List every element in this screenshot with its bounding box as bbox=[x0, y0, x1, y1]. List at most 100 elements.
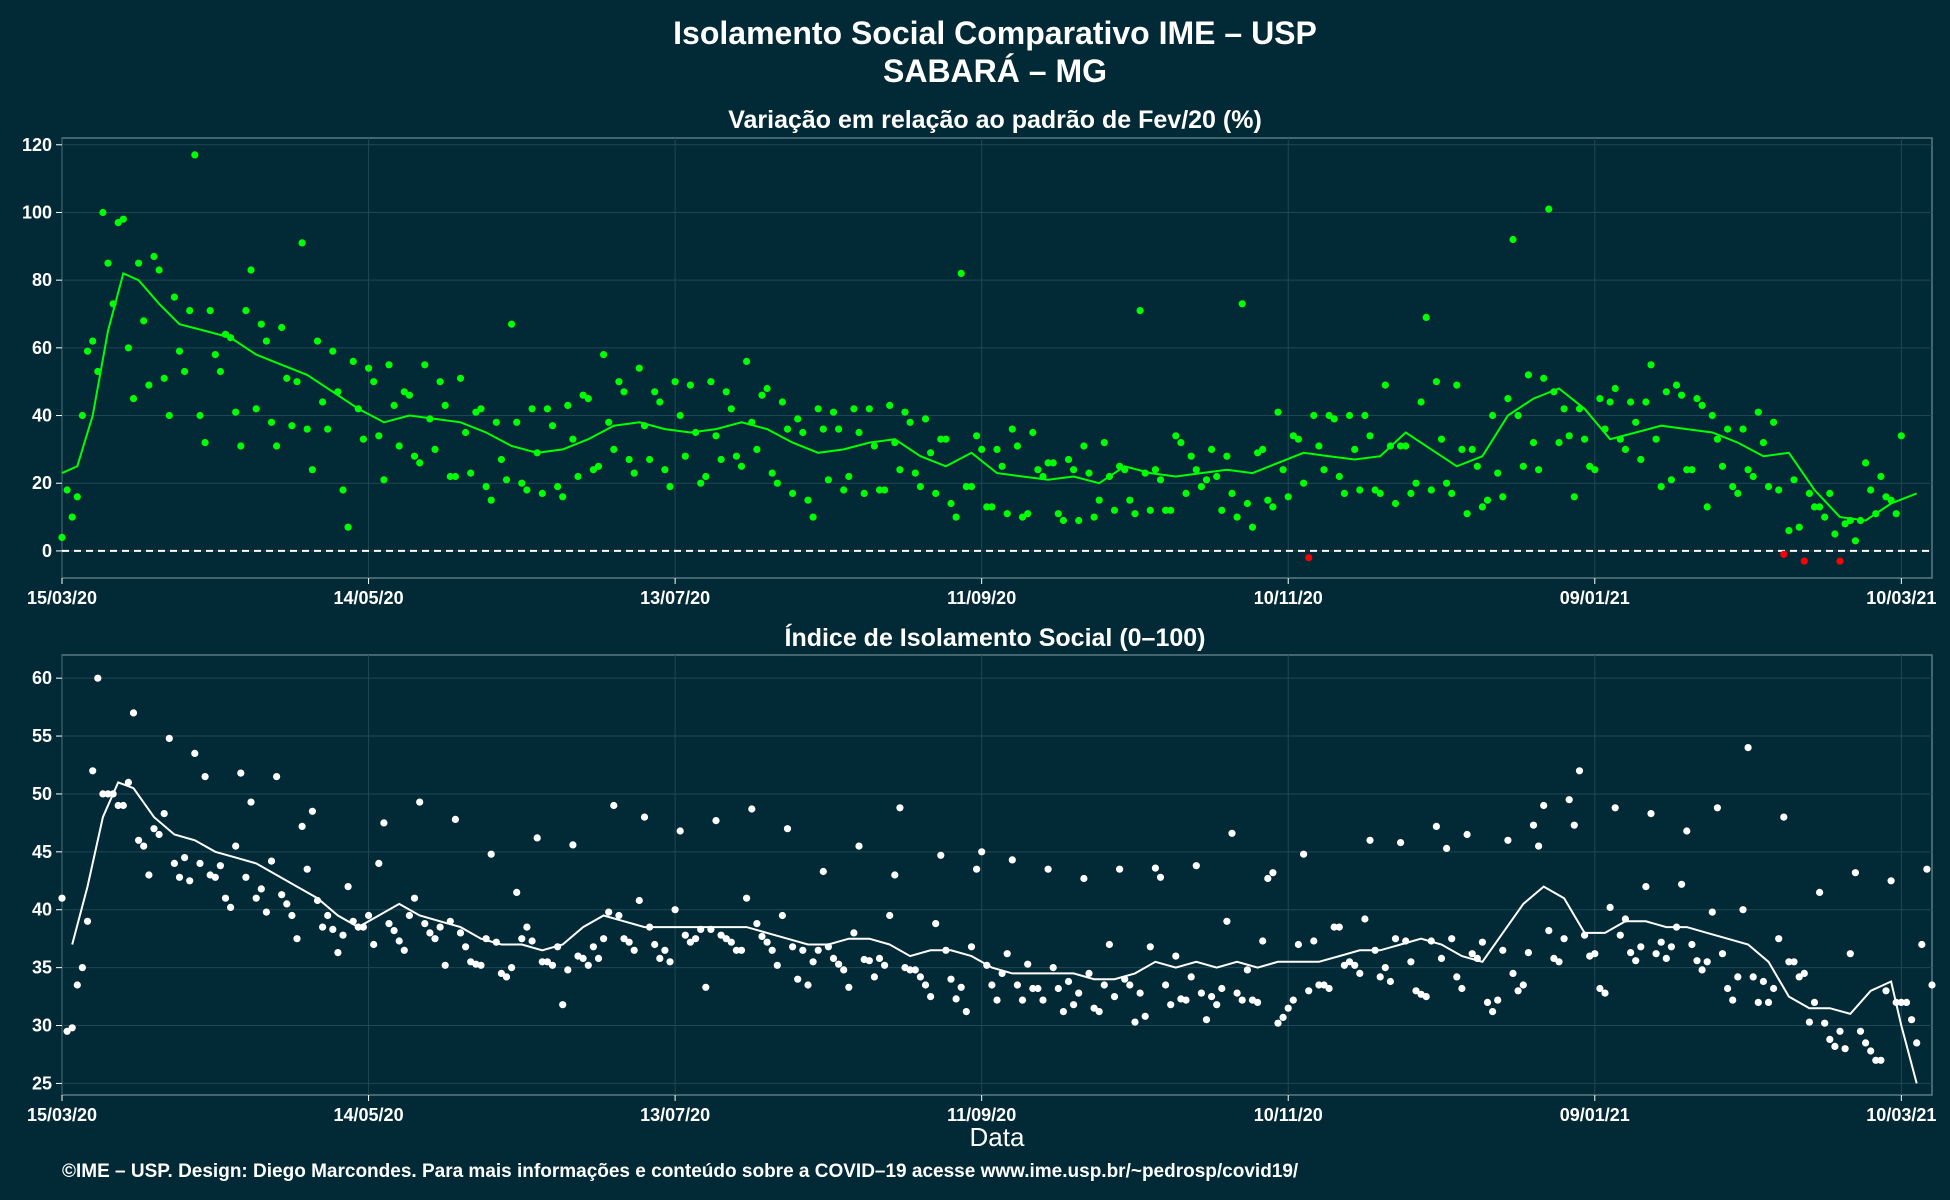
data-point bbox=[329, 925, 337, 934]
data-point bbox=[1862, 1039, 1870, 1047]
data-point bbox=[1524, 949, 1532, 957]
data-point bbox=[1560, 935, 1568, 943]
data-point bbox=[1197, 483, 1205, 491]
data-point bbox=[273, 442, 281, 450]
data-point bbox=[334, 388, 342, 396]
data-point bbox=[1054, 510, 1062, 518]
data-point bbox=[1427, 937, 1435, 945]
data-point bbox=[303, 425, 311, 433]
data-point bbox=[727, 405, 735, 413]
chart-index: Índice de Isolamento Social (0–100) 25 30… bbox=[27, 623, 1936, 1125]
data-point bbox=[615, 911, 623, 920]
data-point bbox=[1652, 435, 1660, 443]
data-point bbox=[487, 496, 495, 504]
x-axis-label: Data bbox=[970, 1122, 1025, 1152]
x-tick-label: 15/03/20 bbox=[27, 1105, 97, 1125]
y-tick-label: 20 bbox=[32, 473, 52, 493]
data-point bbox=[1734, 973, 1742, 981]
data-point bbox=[1754, 998, 1762, 1007]
data-point bbox=[1851, 537, 1859, 545]
data-point bbox=[1463, 510, 1471, 518]
data-point bbox=[717, 455, 725, 464]
data-point bbox=[196, 411, 204, 420]
data-point bbox=[1591, 950, 1599, 958]
data-point bbox=[99, 790, 107, 798]
data-point bbox=[1754, 408, 1762, 416]
data-point bbox=[671, 378, 679, 386]
data-point bbox=[94, 367, 102, 376]
data-point bbox=[993, 996, 1001, 1004]
data-point bbox=[865, 957, 873, 965]
data-point bbox=[324, 911, 332, 920]
data-point bbox=[1197, 989, 1205, 997]
data-point bbox=[1616, 435, 1624, 443]
data-point bbox=[681, 931, 689, 939]
data-point bbox=[753, 920, 761, 928]
data-point bbox=[1417, 398, 1425, 406]
data-point bbox=[789, 489, 797, 497]
data-point bbox=[1606, 398, 1614, 406]
data-point bbox=[789, 943, 797, 951]
data-point bbox=[1897, 998, 1905, 1007]
data-point bbox=[1443, 479, 1451, 487]
data-point bbox=[375, 432, 383, 440]
data-point bbox=[1095, 496, 1103, 504]
main-subtitle: SABARÁ – MG bbox=[883, 53, 1107, 89]
data-point bbox=[1800, 557, 1808, 565]
data-point bbox=[589, 466, 598, 474]
data-point bbox=[400, 388, 408, 396]
data-point bbox=[467, 469, 475, 477]
data-point bbox=[293, 935, 301, 943]
data-point bbox=[1233, 989, 1241, 997]
data-point bbox=[395, 937, 403, 945]
y-tick-label: 60 bbox=[32, 668, 52, 688]
y-tick-label: 0 bbox=[42, 541, 52, 561]
data-point bbox=[283, 374, 291, 382]
data-point bbox=[1703, 503, 1711, 511]
data-point bbox=[932, 920, 940, 928]
data-point bbox=[1458, 984, 1466, 993]
data-point bbox=[232, 842, 240, 850]
data-point bbox=[1565, 796, 1573, 804]
data-point bbox=[221, 894, 230, 902]
data-point bbox=[1039, 996, 1047, 1004]
data-point bbox=[748, 805, 756, 813]
data-point bbox=[456, 929, 465, 937]
data-point bbox=[671, 906, 679, 914]
data-point bbox=[89, 337, 97, 345]
data-point bbox=[1335, 472, 1343, 481]
data-point bbox=[533, 449, 541, 457]
data-point bbox=[1882, 987, 1890, 995]
data-point bbox=[165, 734, 173, 743]
data-point bbox=[308, 807, 316, 815]
data-point bbox=[1724, 425, 1732, 433]
data-point bbox=[1090, 513, 1098, 521]
data-point bbox=[1116, 865, 1124, 873]
data-point bbox=[1698, 401, 1706, 409]
data-point bbox=[1325, 411, 1333, 420]
data-point bbox=[610, 801, 618, 810]
data-point bbox=[416, 459, 424, 467]
data-point bbox=[211, 873, 219, 881]
data-point bbox=[1162, 506, 1170, 514]
data-point bbox=[543, 958, 552, 966]
data-point bbox=[385, 361, 393, 369]
x-tick-label: 11/09/20 bbox=[947, 588, 1016, 608]
data-point bbox=[1202, 1016, 1211, 1024]
data-point bbox=[1361, 915, 1369, 923]
x-tick-label: 10/03/21 bbox=[1866, 588, 1936, 608]
data-point bbox=[1437, 954, 1446, 963]
data-point bbox=[692, 428, 700, 437]
data-point bbox=[1243, 966, 1251, 974]
data-point bbox=[1509, 969, 1517, 978]
data-point bbox=[1570, 821, 1578, 829]
data-point bbox=[462, 428, 470, 437]
data-point bbox=[140, 317, 148, 325]
data-point bbox=[1192, 466, 1200, 474]
data-point bbox=[809, 513, 817, 521]
data-point bbox=[666, 958, 674, 966]
data-point bbox=[395, 442, 403, 450]
data-point bbox=[1632, 957, 1640, 965]
data-point bbox=[1407, 958, 1415, 966]
data-point bbox=[773, 961, 781, 969]
